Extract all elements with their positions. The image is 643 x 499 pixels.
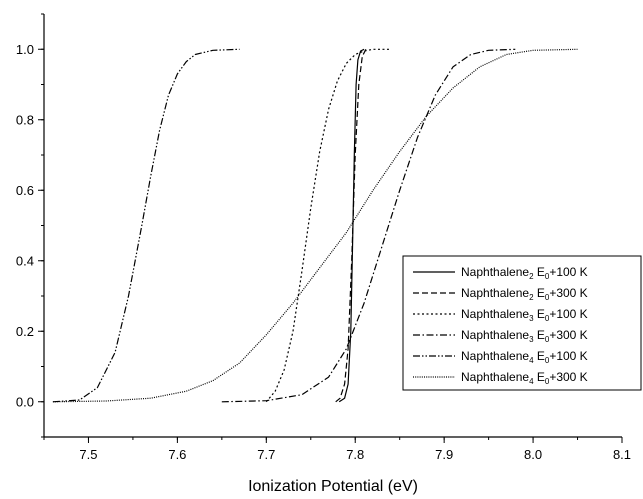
- legend-text-part: +300 K: [549, 286, 587, 300]
- legend-text-part: E: [534, 328, 545, 342]
- legend-label-4: Naphthalene3 E0+300 K: [461, 328, 588, 344]
- x-tick-label: 7.9: [435, 447, 453, 462]
- x-ticks-group: 7.5 7.6 7.7 7.8 7.9 8.0 8.1: [44, 437, 631, 462]
- legend-text-part: Naphthalene: [461, 349, 529, 363]
- x-tick-label: 7.6: [168, 447, 186, 462]
- legend-text-part: E: [534, 286, 545, 300]
- x-axis-title: Ionization Potential (eV): [248, 478, 418, 495]
- x-tick-label: 7.7: [257, 447, 275, 462]
- legend-text-part: Naphthalene: [461, 328, 529, 342]
- legend-text-part: +300 K: [549, 370, 587, 384]
- y-tick-label: 0.2: [16, 324, 34, 339]
- y-tick-label: 0.4: [16, 253, 34, 268]
- x-tick-label: 8.0: [524, 447, 542, 462]
- legend-label-3: Naphthalene3 E0+100 K: [461, 307, 588, 323]
- series-line-3: [266, 49, 391, 402]
- legend-text-part: Naphthalene: [461, 307, 529, 321]
- legend-text-part: E: [534, 349, 545, 363]
- legend: Naphthalene2 E0+100 K Naphthalene2 E0+300…: [403, 256, 641, 390]
- legend-text-part: Naphthalene: [461, 265, 529, 279]
- legend-text-part: +100 K: [549, 307, 587, 321]
- legend-text-part: +100 K: [549, 265, 587, 279]
- x-tick-label: 8.1: [613, 447, 631, 462]
- legend-label-2: Naphthalene2 E0+300 K: [461, 286, 588, 302]
- legend-text-part: E: [534, 265, 545, 279]
- legend-text-part: +300 K: [549, 328, 587, 342]
- legend-text-part: +100 K: [549, 349, 587, 363]
- y-tick-label: 0.8: [16, 112, 34, 127]
- legend-text-part: Naphthalene: [461, 370, 529, 384]
- legend-text-part: Naphthalene: [461, 286, 529, 300]
- x-tick-label: 7.5: [79, 447, 97, 462]
- legend-text-part: E: [534, 370, 545, 384]
- legend-label-6: Naphthalene4 E0+300 K: [461, 370, 588, 386]
- series-line-5: [53, 49, 240, 402]
- y-tick-label: 0.6: [16, 183, 34, 198]
- legend-label-1: Naphthalene2 E0+100 K: [461, 265, 588, 281]
- y-tick-label: 0.0: [16, 394, 34, 409]
- y-tick-label: 1.0: [16, 42, 34, 57]
- legend-text-part: E: [534, 307, 545, 321]
- x-tick-label: 7.8: [346, 447, 364, 462]
- legend-label-5: Naphthalene4 E0+100 K: [461, 349, 588, 365]
- series-line-1: [339, 49, 364, 402]
- y-ticks-group: 0.0 0.2 0.4 0.6 0.8 1.0: [16, 14, 44, 437]
